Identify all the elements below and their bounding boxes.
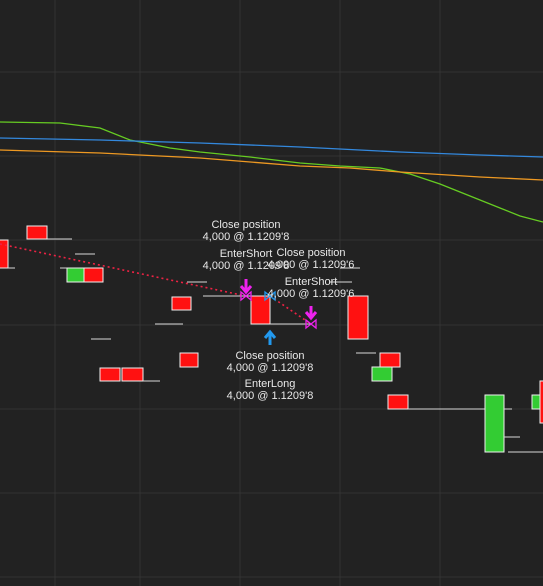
- annotation-detail: 4,000 @ 1.1209'8: [203, 260, 290, 272]
- moving-averages: [0, 121, 543, 223]
- annotation-detail: 4,000 @ 1.1209'6: [268, 259, 355, 271]
- annotation-label: Close position: [211, 219, 280, 231]
- annotation-detail: 4,000 @ 1.1209'8: [227, 362, 314, 374]
- candles: [0, 225, 543, 453]
- annotation-label: EnterLong: [245, 378, 296, 390]
- annotation-label: EnterShort: [285, 276, 338, 288]
- annotation-detail: 4,000 @ 1.1209'6: [268, 288, 355, 300]
- annotation-detail: 4,000 @ 1.1209'8: [203, 231, 290, 243]
- annotation-label: EnterShort: [220, 248, 273, 260]
- trade-markers: [0, 243, 318, 345]
- annotation-label: Close position: [235, 350, 304, 362]
- annotation-label: Close position: [276, 247, 345, 259]
- annotation-detail: 4,000 @ 1.1209'8: [227, 390, 314, 402]
